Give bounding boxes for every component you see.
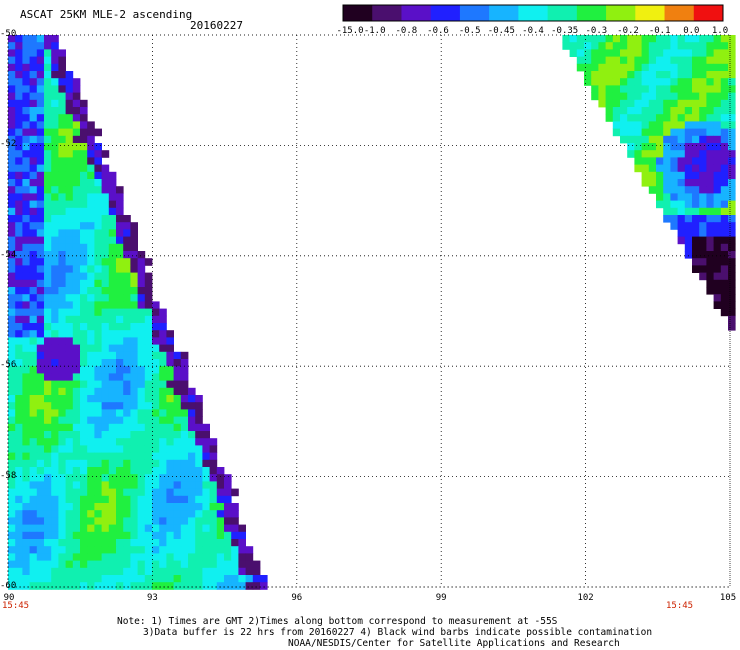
colorbar-label: -0.5 xyxy=(458,26,481,36)
lon-label: 93 xyxy=(146,593,158,603)
time-left: 15:45 xyxy=(2,601,30,611)
colorbar-label: -15.0 xyxy=(336,26,364,36)
colorbar-label: -1.0 xyxy=(363,26,386,36)
product-title: ASCAT 25KM MLE-2 ascending xyxy=(20,8,193,21)
lat-label: -54 xyxy=(0,249,17,260)
time-right: 15:45 xyxy=(666,601,694,611)
colorbar-label: -0.2 xyxy=(617,26,639,36)
lat-label: -56 xyxy=(0,360,17,371)
lon-label: 105 xyxy=(719,593,737,603)
colorbar-segment xyxy=(664,5,695,21)
colorbar-label: -0.6 xyxy=(427,26,449,36)
lat-label: -58 xyxy=(0,470,17,481)
colorbar-segment xyxy=(372,5,402,21)
lon-label: 96 xyxy=(291,593,303,603)
colorbar-label: -0.3 xyxy=(585,26,608,36)
colorbar-segment xyxy=(693,5,724,21)
colorbar-label: -0.4 xyxy=(522,26,544,36)
colorbar-segment xyxy=(518,5,549,21)
colorbar-label: 1.0 xyxy=(711,26,729,36)
lon-label: 90 xyxy=(3,593,15,603)
colorbar-frame xyxy=(342,4,724,22)
colorbar-label: -0.45 xyxy=(487,26,515,36)
colorbar-segment xyxy=(576,5,607,21)
colorbar-segment xyxy=(606,5,636,21)
colorbar-segment xyxy=(489,5,519,21)
note-line-3: NOAA/NESDIS/Center for Satellite Applica… xyxy=(288,638,620,649)
note-line-1: Note: 1) Times are GMT 2)Times along bot… xyxy=(117,616,558,627)
colorbar-segment xyxy=(635,5,666,21)
colorbar-segment xyxy=(343,5,373,21)
colorbar-label: 0.0 xyxy=(683,26,700,36)
lon-label: 99 xyxy=(435,593,447,603)
colorbar-segment xyxy=(401,5,432,21)
colorbar-label: -0.35 xyxy=(551,26,579,36)
map-plot xyxy=(7,34,736,590)
map-frame xyxy=(7,34,731,588)
colorbar-label: -0.8 xyxy=(395,26,418,36)
colorbar-segment xyxy=(430,5,461,21)
colorbar-label: -0.1 xyxy=(648,26,671,36)
colorbar-segment xyxy=(459,5,490,21)
lat-label: -52 xyxy=(0,139,17,150)
colorbar-segment xyxy=(547,5,578,21)
wind-swath-cells xyxy=(8,35,736,590)
lat-label: -50 xyxy=(0,29,17,39)
lat-label: -60 xyxy=(0,581,17,591)
product-date: 20160227 xyxy=(190,19,243,32)
colorbar xyxy=(342,4,724,22)
note-line-2: 3)Data buffer is 22 hrs from 20160227 4)… xyxy=(143,627,653,638)
lon-label: 102 xyxy=(577,593,594,603)
